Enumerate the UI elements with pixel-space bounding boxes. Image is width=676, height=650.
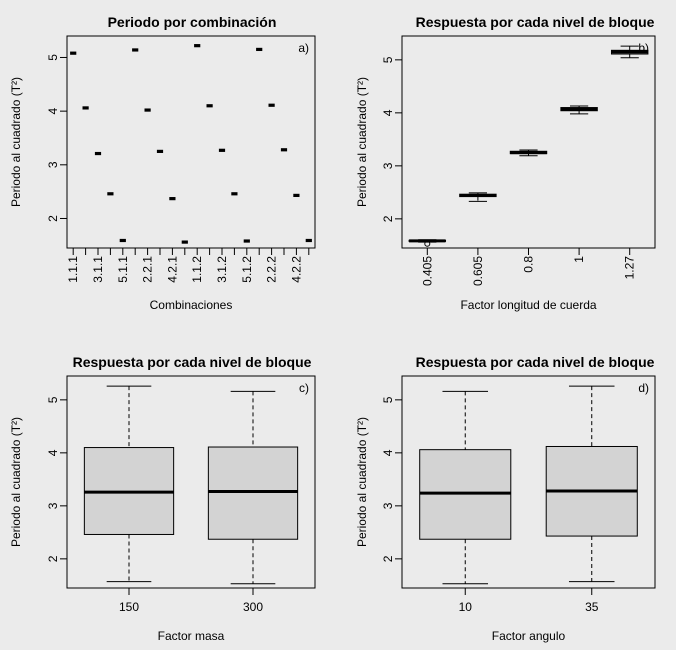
box-1 [560,105,598,115]
box-0.405 [408,239,447,247]
box-35 [545,385,638,583]
x-tick-label: 1 [572,256,586,263]
x-tick-label: 3.1.1 [91,256,105,283]
x-tick-label: 0.405 [420,256,434,286]
median-mark [194,44,201,48]
outlier-point [424,240,431,247]
y-tick-label: 3 [46,161,60,168]
median-mark [268,103,275,107]
median-mark [144,108,151,112]
box-1.27 [610,45,649,59]
median-mark [107,192,114,196]
median-mark [218,148,226,152]
median-mark [169,197,176,201]
y-tick-label: 5 [381,396,395,403]
chart-panel-4: Respuesta por cada nivel de bloque Period… [355,354,656,643]
y-tick-label: 4 [46,449,60,456]
y-tick-label: 4 [381,449,395,456]
y-tick-label: 2 [381,215,395,222]
x-tick-label: 150 [119,600,139,614]
y-tick-label: 5 [381,56,395,63]
chart-panel-2: Respuesta por cada nivel de bloque Period… [355,14,656,312]
median-mark [119,238,126,243]
median-mark [256,47,263,52]
y-axis-label: Periodo al cuadrado (T²) [9,77,23,207]
median-mark [132,48,139,52]
box-150 [83,385,175,583]
box-300 [207,390,299,585]
y-tick-label: 3 [46,502,60,509]
median-mark [70,51,77,55]
x-tick-label: 2.2.1 [141,256,155,283]
plot-frame [401,375,656,589]
x-tick-label: 0.605 [471,256,485,286]
y-axis-label: Periodo al cuadrado (T²) [355,417,369,547]
box-10 [419,390,512,585]
y-axis-label: Periodo al cuadrado (T²) [9,417,23,547]
plot-frame [66,375,316,589]
x-tick-label: 10 [459,600,473,614]
panel-label: b) [638,41,649,55]
y-tick-label: 5 [46,396,60,403]
chart-title: Respuesta por cada nivel de bloque [73,354,312,370]
chart-title: Periodo por combinación [108,14,277,30]
panel-label: d) [638,381,649,395]
y-tick-label: 3 [381,502,395,509]
median-mark [156,149,164,153]
chart-panel-3: Respuesta por cada nivel de bloque Period… [9,354,316,643]
x-axis-label: Factor longitud de cuerda [460,298,596,312]
x-tick-label: 5.1.1 [116,256,130,283]
median-mark [82,106,89,110]
box-0.8 [509,149,548,157]
y-tick-label: 2 [381,555,395,562]
x-tick-label: 1.1.2 [190,256,204,283]
x-tick-label: 1.1.1 [66,256,80,283]
y-axis-label: Periodo al cuadrado (T²) [355,77,369,207]
y-tick-label: 4 [381,109,395,116]
x-tick-label: 35 [585,600,599,614]
plot-frame [401,35,656,249]
box-0.605 [459,192,497,202]
median-mark [94,151,102,156]
y-tick-label: 2 [46,555,60,562]
x-axis-label: Factor angulo [492,629,566,643]
median-mark [231,192,238,196]
y-tick-label: 3 [381,162,395,169]
median-mark [206,104,213,108]
panel-label: a) [298,41,309,55]
chart-title: Respuesta por cada nivel de bloque [416,14,655,30]
x-tick-label: 300 [243,600,263,614]
chart-title: Respuesta por cada nivel de bloque [416,354,655,370]
panel-label: c) [299,381,309,395]
x-tick-label: 4.2.2 [289,256,303,283]
x-tick-label: 5.1.2 [240,256,254,283]
x-tick-label: 4.2.1 [165,256,179,283]
median-mark [305,238,312,243]
y-tick-label: 4 [46,107,60,114]
plot-frame [66,35,316,249]
y-tick-label: 5 [46,54,60,61]
chart-panel-1: Periodo por combinación Periodo al cuadra… [9,14,316,312]
median-mark [293,193,300,198]
box-iqr [207,446,299,540]
y-tick-label: 2 [46,215,60,222]
x-tick-label: 1.27 [623,256,637,280]
median-mark [243,239,250,243]
x-axis-label: Factor masa [158,629,225,643]
median-mark [280,148,288,152]
x-axis-label: Combinaciones [150,298,233,312]
x-tick-label: 2.2.2 [265,256,279,283]
x-tick-label: 3.1.2 [215,256,229,283]
median-mark [181,240,188,244]
x-tick-label: 0.8 [522,256,536,273]
